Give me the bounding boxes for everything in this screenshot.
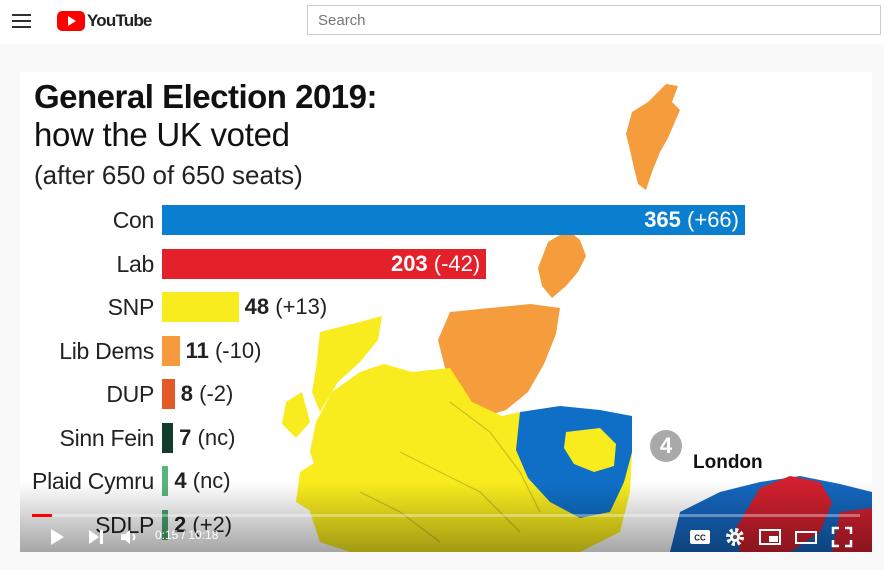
seat-bar: [162, 379, 175, 409]
subtitles-icon[interactable]: CC: [688, 525, 712, 549]
bar-value-label: 365 (+66): [644, 207, 739, 232]
seat-bar: [162, 466, 169, 496]
chart-seat-count: (after 650 of 650 seats): [34, 160, 303, 190]
bar-label: Lib Dems: [59, 337, 154, 364]
bar-value-label: 8 (-2): [180, 381, 234, 406]
map-marker-badge: 4: [650, 430, 682, 462]
masthead: YouTube: [0, 0, 884, 44]
bar-value-label: 7 (nc): [179, 424, 236, 450]
youtube-logo[interactable]: YouTube: [57, 11, 152, 31]
progress-bar[interactable]: [32, 514, 860, 517]
bar-value-label: 2 (+2): [174, 509, 232, 539]
time-separator: /: [178, 528, 189, 542]
seat-bar: [162, 509, 168, 540]
bar-label: SDLP: [20, 509, 154, 541]
seat-bar: [162, 248, 487, 279]
play-icon[interactable]: [44, 525, 68, 549]
bar-label: SNP: [107, 294, 155, 320]
bar-label: Lab: [116, 250, 155, 277]
bar-value-label: 48 (+13): [244, 294, 328, 319]
logo-text: YouTube: [87, 11, 152, 30]
theater-mode-icon[interactable]: [794, 525, 818, 549]
seat-bar: [162, 335, 180, 366]
next-video-icon[interactable]: [84, 525, 108, 549]
bar-label: Sinn Fein: [59, 424, 155, 451]
current-time: 0:15: [155, 528, 179, 542]
seat-bar: [162, 422, 174, 453]
youtube-play-icon: [57, 11, 85, 31]
uk-election-map: [282, 84, 872, 552]
miniplayer-icon[interactable]: [758, 525, 782, 549]
time-display: 0:15 / 10:18: [155, 528, 218, 542]
chart-title: General Election 2019:: [34, 78, 378, 115]
bar-label: Plaid Cymru: [32, 468, 154, 494]
bar-label: Con: [112, 207, 155, 233]
seat-bar: [162, 205, 745, 235]
bar-value-label: 203 (-42): [390, 250, 481, 276]
chart-subtitle: how the UK voted: [34, 116, 290, 153]
map-label-london: London: [693, 452, 763, 473]
search-box[interactable]: [307, 5, 881, 35]
video-player[interactable]: General Election 2019: how the UK voted …: [20, 72, 872, 552]
fullscreen-icon[interactable]: [830, 525, 854, 549]
bar-value-label: 11 (-10): [185, 337, 262, 363]
bar-label: DUP: [106, 381, 154, 407]
video-duration: 10:18: [188, 528, 219, 542]
progress-bar-played: [32, 514, 52, 517]
seat-bar: [162, 292, 239, 322]
hamburger-menu-icon[interactable]: [12, 14, 31, 28]
search-input[interactable]: [308, 6, 880, 34]
bar-value-label: 4 (nc): [174, 468, 231, 493]
svg-text:CC: CC: [694, 534, 706, 543]
volume-icon[interactable]: [118, 525, 142, 549]
settings-gear-icon[interactable]: [723, 525, 747, 549]
